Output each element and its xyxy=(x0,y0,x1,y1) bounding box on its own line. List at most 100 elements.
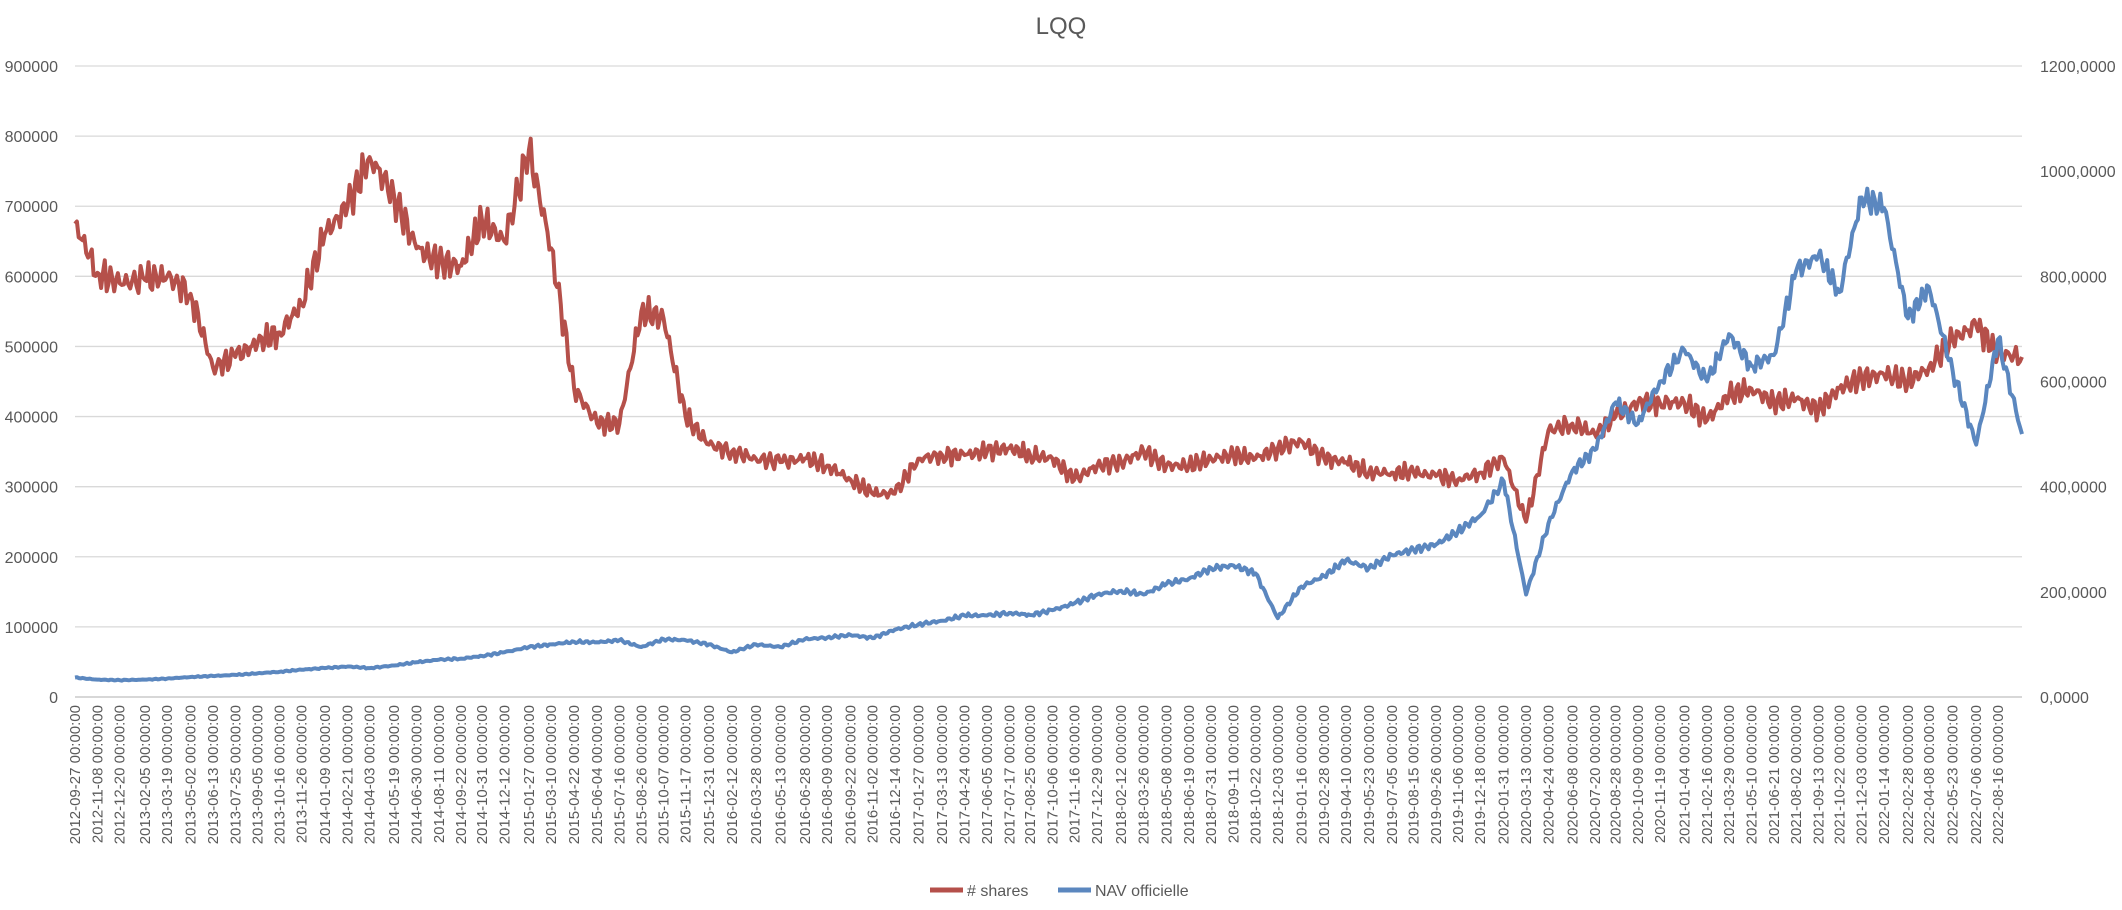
x-tick-label: 2015-12-31 00:00:00 xyxy=(701,705,718,844)
x-tick-label: 2015-04-22 00:00:00 xyxy=(566,705,583,844)
x-tick-label: 2013-10-16 00:00:00 xyxy=(272,705,289,844)
left-tick-label: 600000 xyxy=(5,269,58,286)
x-tick-label: 2021-01-04 00:00:00 xyxy=(1676,705,1693,844)
x-tick-label: 2018-05-08 00:00:00 xyxy=(1158,705,1175,844)
x-tick-label: 2017-03-13 00:00:00 xyxy=(934,705,951,844)
right-tick-label: 0,0000 xyxy=(2040,690,2089,707)
x-tick-label: 2019-12-18 00:00:00 xyxy=(1472,705,1489,844)
x-tick-label: 2017-01-27 00:00:00 xyxy=(910,705,927,844)
x-tick-label: 2018-02-12 00:00:00 xyxy=(1113,705,1130,844)
x-tick-label: 2014-12-12 00:00:00 xyxy=(496,705,513,844)
x-tick-label: 2019-01-16 00:00:00 xyxy=(1293,705,1310,844)
x-tick-label: 2018-03-26 00:00:00 xyxy=(1136,705,1153,844)
x-tick-label: 2022-01-14 00:00:00 xyxy=(1876,705,1893,844)
x-tick-label: 2014-06-30 00:00:00 xyxy=(408,705,425,844)
x-tick-label: 2020-10-09 00:00:00 xyxy=(1630,705,1647,844)
x-tick-label: 2012-09-27 00:00:00 xyxy=(67,705,84,844)
right-tick-label: 600,0000 xyxy=(2040,375,2107,392)
x-tick-label: 2020-04-24 00:00:00 xyxy=(1540,705,1557,844)
x-tick-label: 2013-09-05 00:00:00 xyxy=(250,705,267,844)
x-tick-label: 2013-02-05 00:00:00 xyxy=(137,705,154,844)
x-tick-label: 2020-08-28 00:00:00 xyxy=(1608,705,1625,844)
x-tick-label: 2017-07-17 00:00:00 xyxy=(1001,705,1018,844)
left-axis-tick-labels: 0 100000 200000 300000 400000 500000 600000 700… xyxy=(5,59,58,707)
x-tick-label: 2020-11-19 00:00:00 xyxy=(1652,705,1669,843)
x-tick-label: 2012-12-20 00:00:00 xyxy=(112,705,129,844)
left-tick-label: 800000 xyxy=(5,129,58,146)
x-tick-label: 2014-04-03 00:00:00 xyxy=(362,705,379,844)
legend: # shares NAV officielle xyxy=(930,883,1189,900)
x-tick-label: 2018-12-03 00:00:00 xyxy=(1270,705,1287,844)
x-tick-label: 2020-01-31 00:00:00 xyxy=(1496,705,1513,844)
x-tick-label: 2016-05-13 00:00:00 xyxy=(772,705,789,844)
x-tick-label: 2021-03-29 00:00:00 xyxy=(1721,705,1738,844)
left-tick-label: 500000 xyxy=(5,339,58,356)
x-tick-label: 2019-09-26 00:00:00 xyxy=(1428,705,1445,844)
x-tick-label: 2014-01-09 00:00:00 xyxy=(317,705,334,844)
x-tick-label: 2016-06-28 00:00:00 xyxy=(797,705,814,844)
x-tick-label: 2016-11-02 00:00:00 xyxy=(864,705,881,843)
left-tick-label: 300000 xyxy=(5,480,58,497)
x-tick-label: 2019-04-10 00:00:00 xyxy=(1338,705,1355,844)
x-tick-label: 2017-12-29 00:00:00 xyxy=(1089,705,1106,844)
x-tick-label: 2017-10-06 00:00:00 xyxy=(1044,705,1061,844)
x-tick-label: 2014-05-19 00:00:00 xyxy=(386,705,403,844)
x-tick-label: 2018-06-19 00:00:00 xyxy=(1181,705,1198,844)
left-tick-label: 900000 xyxy=(5,59,58,76)
x-tick-label: 2017-08-25 00:00:00 xyxy=(1022,705,1039,844)
x-tick-label: 2018-09-11 00:00:00 xyxy=(1226,705,1243,843)
chart-title: LQQ xyxy=(1036,13,1087,40)
x-tick-label: 2014-02-21 00:00:00 xyxy=(340,705,357,844)
left-tick-label: 700000 xyxy=(5,199,58,216)
x-tick-label: 2015-01-27 00:00:00 xyxy=(521,705,538,844)
x-tick-label: 2020-06-08 00:00:00 xyxy=(1564,705,1581,844)
x-tick-label: 2016-02-12 00:00:00 xyxy=(724,705,741,844)
series-lines xyxy=(73,136,2024,683)
right-tick-label: 1200,0000 xyxy=(2040,59,2116,76)
x-tick-label: 2020-07-20 00:00:00 xyxy=(1587,705,1604,844)
legend-label-nav: NAV officielle xyxy=(1095,883,1189,900)
x-tick-label: 2015-07-16 00:00:00 xyxy=(611,705,628,844)
x-tick-label: 2019-02-28 00:00:00 xyxy=(1316,705,1333,844)
x-tick-label: 2014-10-31 00:00:00 xyxy=(474,705,491,844)
x-tick-label: 2014-09-22 00:00:00 xyxy=(453,705,470,844)
left-tick-label: 200000 xyxy=(5,550,58,567)
right-tick-label: 800,0000 xyxy=(2040,269,2107,286)
x-tick-label: 2021-09-13 00:00:00 xyxy=(1811,705,1828,844)
x-tick-label: 2013-05-02 00:00:00 xyxy=(183,705,200,844)
x-tick-label: 2015-06-04 00:00:00 xyxy=(589,705,606,844)
x-tick-label: 2015-10-07 00:00:00 xyxy=(656,705,673,844)
x-tick-label: 2013-07-25 00:00:00 xyxy=(227,705,244,844)
x-tick-label: 2015-11-17 00:00:00 xyxy=(677,705,694,843)
x-tick-label: 2018-10-22 00:00:00 xyxy=(1247,705,1264,844)
right-tick-label: 1000,0000 xyxy=(2040,164,2116,181)
x-tick-label: 2017-06-05 00:00:00 xyxy=(979,705,996,844)
x-tick-label: 2013-06-13 00:00:00 xyxy=(205,705,222,844)
x-tick-label: 2021-08-02 00:00:00 xyxy=(1788,705,1805,844)
x-tick-label: 2019-05-23 00:00:00 xyxy=(1361,705,1378,844)
x-tick-label: 2013-03-19 00:00:00 xyxy=(159,705,176,844)
x-tick-label: 2022-04-08 00:00:00 xyxy=(1921,705,1938,844)
x-tick-label: 2022-08-16 00:00:00 xyxy=(1990,705,2007,844)
x-tick-label: 2014-08-11 00:00:00 xyxy=(431,705,448,843)
right-axis-tick-labels: 0,0000 200,0000 400,0000 600,0000 800,0000 10… xyxy=(2040,59,2116,707)
left-tick-label: 400000 xyxy=(5,410,58,427)
x-tick-label: 2020-03-13 00:00:00 xyxy=(1518,705,1535,844)
x-tick-label: 2022-07-06 00:00:00 xyxy=(1968,705,1985,844)
x-tick-label: 2016-08-09 00:00:00 xyxy=(819,705,836,844)
x-tick-label: 2021-12-03 00:00:00 xyxy=(1854,705,1871,844)
x-tick-label: 2021-05-10 00:00:00 xyxy=(1743,705,1760,844)
x-tick-label: 2016-12-14 00:00:00 xyxy=(887,705,904,844)
series-line-shares xyxy=(73,136,2024,524)
x-tick-label: 2015-08-26 00:00:00 xyxy=(633,705,650,844)
x-axis-tick-labels: 2012-09-27 00:00:00 2012-11-08 00:00:00 20… xyxy=(67,705,2007,844)
x-tick-label: 2019-08-15 00:00:00 xyxy=(1406,705,1423,844)
x-tick-label: 2021-10-22 00:00:00 xyxy=(1831,705,1848,844)
x-tick-label: 2022-02-28 00:00:00 xyxy=(1900,705,1917,844)
x-tick-label: 2013-11-26 00:00:00 xyxy=(293,705,310,843)
left-tick-label: 100000 xyxy=(5,620,58,637)
x-tick-label: 2018-07-31 00:00:00 xyxy=(1203,705,1220,844)
left-tick-label: 0 xyxy=(49,690,58,707)
x-tick-label: 2022-05-23 00:00:00 xyxy=(1945,705,1962,844)
